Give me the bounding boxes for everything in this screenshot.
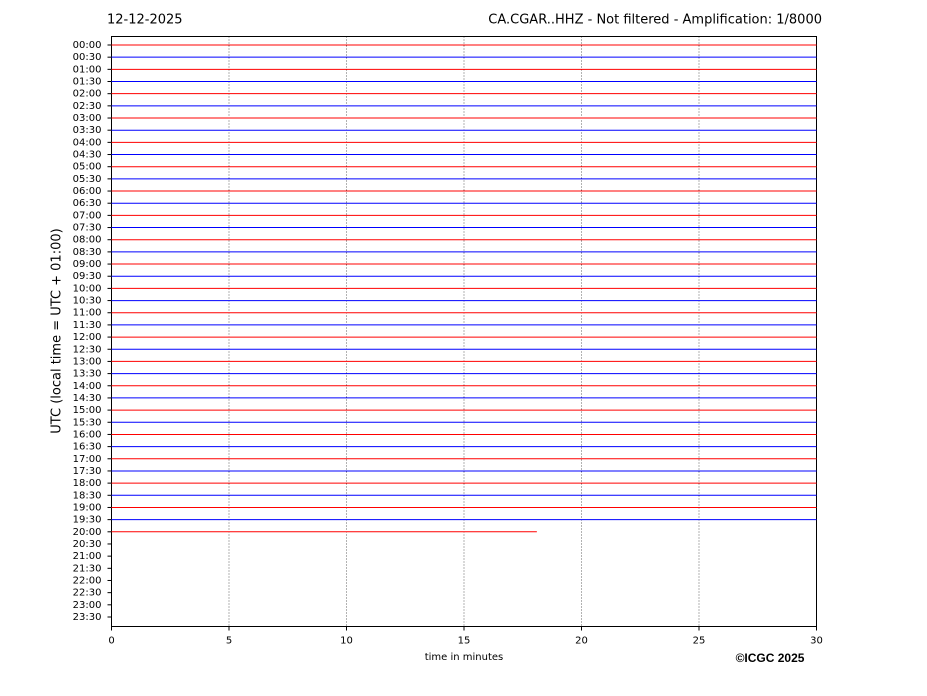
y-tick-label: 02:00 xyxy=(73,89,102,100)
x-tick-label: 10 xyxy=(340,636,353,647)
y-tick-label: 08:30 xyxy=(73,247,102,258)
y-tick-label: 03:00 xyxy=(73,113,102,124)
x-tick-label: 30 xyxy=(810,636,823,647)
y-tick-label: 06:00 xyxy=(73,186,102,197)
y-tick-label: 23:00 xyxy=(73,600,102,611)
y-tick-label: 04:30 xyxy=(73,150,102,161)
y-tick-label: 18:00 xyxy=(73,478,102,489)
title-right: CA.CGAR..HHZ - Not filtered - Amplificat… xyxy=(488,13,822,28)
y-tick-label: 07:30 xyxy=(73,223,102,234)
y-tick-label: 15:30 xyxy=(73,417,102,428)
title-left: 12-12-2025 xyxy=(107,13,183,28)
y-tick-label: 09:30 xyxy=(73,271,102,282)
x-tick-label: 0 xyxy=(108,636,114,647)
y-tick-label: 17:00 xyxy=(73,454,102,465)
x-tick-label: 25 xyxy=(693,636,706,647)
y-tick-label: 00:00 xyxy=(73,40,102,51)
y-tick-label: 10:30 xyxy=(73,296,102,307)
y-tick-label: 05:00 xyxy=(73,162,102,173)
x-axis-label: time in minutes xyxy=(425,652,504,663)
y-axis-label: UTC (local time = UTC + 01:00) xyxy=(50,228,65,433)
y-tick-label: 12:30 xyxy=(73,344,102,355)
y-tick-label: 09:00 xyxy=(73,259,102,270)
y-tick-label: 19:30 xyxy=(73,515,102,526)
y-tick-label: 22:00 xyxy=(73,575,102,586)
y-tick-label: 04:00 xyxy=(73,137,102,148)
y-tick-label: 17:30 xyxy=(73,466,102,477)
y-tick-label: 16:00 xyxy=(73,429,102,440)
x-tick-label: 5 xyxy=(226,636,232,647)
y-tick-label: 05:30 xyxy=(73,174,102,185)
y-tick-label: 21:30 xyxy=(73,563,102,574)
y-tick-label: 14:30 xyxy=(73,393,102,404)
y-tick-label: 15:00 xyxy=(73,405,102,416)
y-tick-label: 03:30 xyxy=(73,125,102,136)
y-tick-label: 07:00 xyxy=(73,210,102,221)
y-tick-label: 16:30 xyxy=(73,442,102,453)
y-tick-label: 13:30 xyxy=(73,369,102,380)
y-tick-label: 00:30 xyxy=(73,52,102,63)
y-tick-label: 12:00 xyxy=(73,332,102,343)
y-tick-label: 11:30 xyxy=(73,320,102,331)
y-tick-label: 01:00 xyxy=(73,64,102,75)
y-tick-label: 13:00 xyxy=(73,356,102,367)
y-tick-label: 19:00 xyxy=(73,502,102,513)
y-tick-label: 23:30 xyxy=(73,612,102,623)
y-tick-label: 01:30 xyxy=(73,77,102,88)
y-tick-label: 11:00 xyxy=(73,308,102,319)
y-tick-label: 02:30 xyxy=(73,101,102,112)
y-tick-label: 18:30 xyxy=(73,490,102,501)
y-tick-label: 08:00 xyxy=(73,235,102,246)
y-tick-label: 22:30 xyxy=(73,588,102,599)
y-tick-label: 14:00 xyxy=(73,381,102,392)
credit: ©ICGC 2025 xyxy=(736,651,805,665)
y-tick-label: 20:00 xyxy=(73,527,102,538)
x-tick-label: 15 xyxy=(458,636,471,647)
x-tick-label: 20 xyxy=(575,636,588,647)
y-tick-label: 10:00 xyxy=(73,283,102,294)
y-tick-label: 20:30 xyxy=(73,539,102,550)
y-tick-label: 06:30 xyxy=(73,198,102,209)
y-tick-label: 21:00 xyxy=(73,551,102,562)
